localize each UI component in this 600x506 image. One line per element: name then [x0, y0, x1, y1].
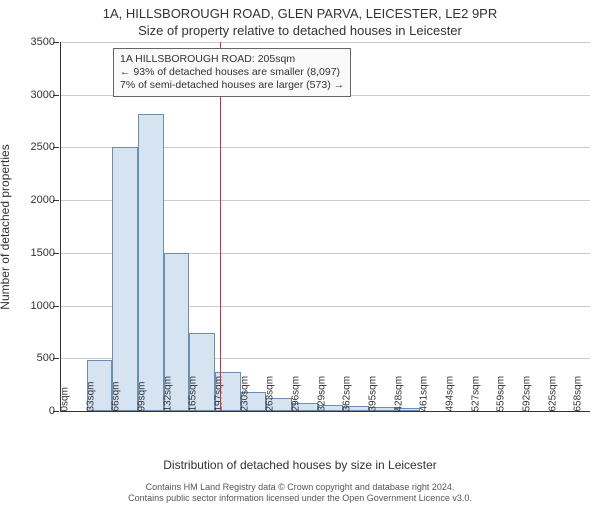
- x-tick-label: 197sqm: [214, 376, 225, 412]
- info-box-line: ← 93% of detached houses are smaller (8,…: [120, 66, 344, 79]
- gridline: [61, 42, 590, 43]
- y-tick-label: 0: [15, 405, 55, 417]
- y-tick-label: 1500: [15, 247, 55, 259]
- x-tick-label: 263sqm: [265, 376, 276, 412]
- footer-line2: Contains public sector information licen…: [0, 493, 600, 504]
- info-box-line: 1A HILLSBOROUGH ROAD: 205sqm: [120, 53, 344, 66]
- x-tick-label: 461sqm: [419, 376, 430, 412]
- plot-region: 05001000150020002500300035000sqm33sqm66s…: [60, 42, 590, 412]
- histogram-bar: [112, 147, 138, 411]
- x-tick-label: 33sqm: [85, 381, 96, 411]
- x-tick-label: 132sqm: [162, 376, 173, 412]
- y-tick-label: 3500: [15, 36, 55, 48]
- x-tick-label: 66sqm: [111, 381, 122, 411]
- y-tick-label: 500: [15, 352, 55, 364]
- info-box: 1A HILLSBOROUGH ROAD: 205sqm← 93% of det…: [113, 48, 351, 97]
- histogram-bar: [138, 114, 164, 411]
- x-tick-label: 625sqm: [547, 376, 558, 412]
- y-tick-label: 3000: [15, 89, 55, 101]
- footer-attribution: Contains HM Land Registry data © Crown c…: [0, 482, 600, 504]
- x-tick-label: 362sqm: [342, 376, 353, 412]
- x-tick-label: 296sqm: [291, 376, 302, 412]
- x-tick-label: 230sqm: [239, 376, 250, 412]
- x-tick-label: 494sqm: [445, 376, 456, 412]
- x-tick-label: 99sqm: [137, 381, 148, 411]
- x-tick-label: 428sqm: [393, 376, 404, 412]
- x-axis-label: Distribution of detached houses by size …: [0, 458, 600, 472]
- page-title-line1: 1A, HILLSBOROUGH ROAD, GLEN PARVA, LEICE…: [0, 6, 600, 21]
- y-tick-label: 2000: [15, 194, 55, 206]
- y-axis-label: Number of detached properties: [0, 144, 12, 309]
- chart-area: Number of detached properties 0500100015…: [60, 42, 590, 412]
- x-tick-label: 395sqm: [368, 376, 379, 412]
- x-tick-label: 559sqm: [496, 376, 507, 412]
- x-tick-label: 165sqm: [188, 376, 199, 412]
- info-box-line: 7% of semi-detached houses are larger (5…: [120, 79, 344, 92]
- x-tick-label: 527sqm: [470, 376, 481, 412]
- x-tick-label: 658sqm: [573, 376, 584, 412]
- x-tick-label: 0sqm: [60, 387, 71, 411]
- y-tick-label: 2500: [15, 141, 55, 153]
- x-tick-label: 592sqm: [522, 376, 533, 412]
- page-title-line2: Size of property relative to detached ho…: [0, 23, 600, 38]
- y-tick-label: 1000: [15, 300, 55, 312]
- x-tick-label: 329sqm: [316, 376, 327, 412]
- footer-line1: Contains HM Land Registry data © Crown c…: [0, 482, 600, 493]
